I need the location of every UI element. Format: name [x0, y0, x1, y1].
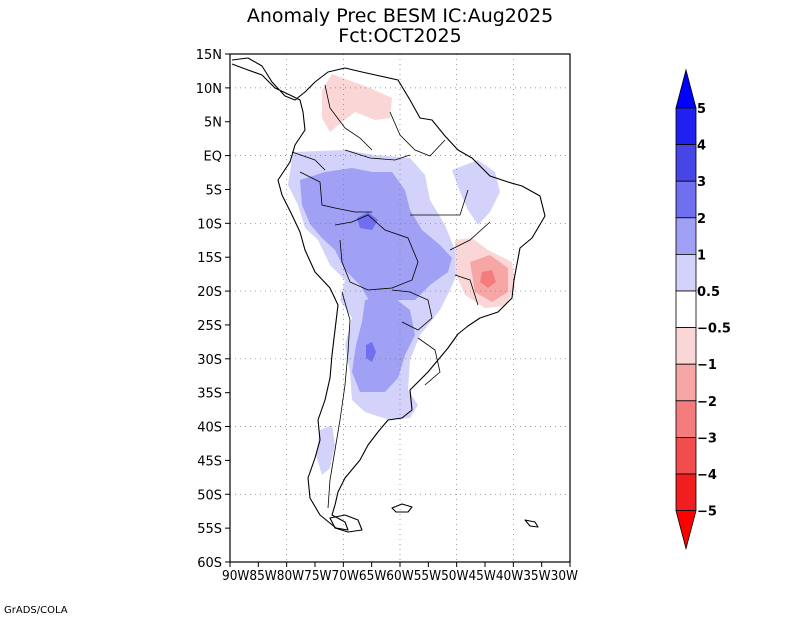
latitude-label-60s: 60S: [197, 556, 222, 571]
border-guianas: [389, 111, 446, 157]
latitude-label-55s: 55S: [197, 522, 222, 537]
colorbar-label: −1: [697, 358, 717, 373]
border-argentina-chile: [327, 291, 351, 509]
latitude-label-5s: 5S: [205, 183, 222, 198]
longitude-axis-labels: 90W85W80W75W70W65W60W55W50W45W40W35W30W: [222, 569, 578, 584]
country-borders: [291, 84, 491, 509]
tierra-del-fuego: [329, 514, 363, 533]
border-brazil-states: [410, 189, 491, 306]
colorbar-label: 0.5: [697, 285, 720, 300]
colorbar-bin: [675, 473, 697, 511]
latitude-label-10s: 10S: [197, 217, 222, 232]
anomaly-mid-blue-spot-1: [357, 212, 378, 230]
latitude-label-5n: 5N: [204, 116, 222, 131]
latitude-label-15s: 15S: [197, 251, 222, 266]
falkland-islands: [391, 503, 413, 513]
colorbar-top-arrow: [675, 68, 697, 109]
colorbar-bottom-arrow: [675, 510, 697, 551]
colorbar-label: 3: [697, 175, 706, 190]
anomaly-light-blue-patagonia: [316, 425, 335, 475]
map-area: [229, 53, 571, 563]
south-georgia: [524, 519, 539, 528]
colorbar-bin: [675, 180, 697, 219]
latitude-label-10n: 10N: [196, 82, 222, 97]
latitude-label-40s: 40S: [197, 421, 222, 436]
colorbar-label: −0.5: [697, 322, 731, 337]
border-peru-brazil: [299, 171, 372, 213]
latitude-label-15n: 15N: [196, 48, 222, 63]
latitude-label-45s: 45S: [197, 454, 222, 469]
colorbar-bin: [675, 363, 697, 402]
colorbar-label: 5: [697, 102, 706, 117]
latitude-label-50s: 50S: [197, 488, 222, 503]
border-colombia-brazil: [344, 149, 411, 161]
colorbar-label: 1: [697, 248, 706, 263]
border-uruguay: [417, 337, 441, 386]
south-america-coastline: [231, 57, 546, 531]
latitude-label-30s: 30S: [197, 353, 222, 368]
colorbar-bin: [675, 327, 697, 365]
border-paraguay: [391, 289, 433, 331]
anomaly-fields: [288, 74, 515, 475]
title-line-2: Fct:OCT2025: [338, 25, 461, 47]
anomaly-blue-region-north: [300, 168, 452, 302]
colorbar-label: −2: [697, 395, 717, 410]
title-line-1: Anomaly Prec BESM IC:Aug2025: [247, 5, 553, 27]
latitude-label-eq: EQ: [204, 150, 222, 165]
grads-credit: GrADS/COLA: [4, 605, 68, 616]
anomaly-blue-region-south: [352, 296, 415, 392]
border-bolivia: [334, 214, 419, 291]
latitude-label-25s: 25S: [197, 319, 222, 334]
colorbar: 5 4 3 2 1 0.5 −0.5 −1 −2 −3 −4 −5: [675, 68, 731, 551]
colorbar-label: −3: [697, 431, 717, 446]
colorbar-label: −5: [697, 505, 717, 520]
colorbar-bin: [675, 290, 697, 328]
latitude-label-20s: 20S: [197, 285, 222, 300]
colorbar-bin: [675, 400, 697, 438]
anomaly-mid-red-east: [480, 270, 496, 288]
colorbar-bin: [675, 107, 697, 145]
colorbar-label: 2: [697, 212, 706, 227]
colorbar-label: 4: [697, 139, 706, 154]
colorbar-bin: [675, 217, 697, 255]
colorbar-bin: [675, 144, 697, 182]
anomaly-light-blue-northeast: [452, 160, 500, 225]
colorbar-bin: [675, 436, 697, 475]
latitude-label-35s: 35S: [197, 387, 222, 402]
colorbar-label: −4: [697, 468, 717, 483]
border-ecuador-peru: [291, 151, 326, 171]
border-colombia-venezuela: [324, 84, 373, 151]
anomaly-mid-blue-spot-2: [366, 342, 376, 362]
anomaly-light-red-north: [322, 74, 392, 132]
colorbar-bin: [675, 253, 697, 292]
latitude-axis: 15N 10N 5N EQ 5S 10S 15S 20S 25S 30S 35S 40S 45S 50S 5…: [196, 48, 230, 571]
